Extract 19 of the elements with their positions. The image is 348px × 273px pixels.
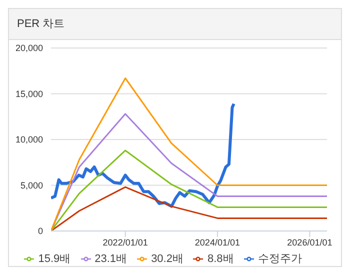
legend-label: 23.1배 xyxy=(94,253,128,265)
legend-label: 15.9배 xyxy=(38,253,71,265)
chart-title: PER 차트 xyxy=(9,9,341,40)
line-series xyxy=(51,77,327,231)
x-tick-label: 2026/01/01 xyxy=(287,237,332,248)
line-series xyxy=(51,102,236,208)
line-series xyxy=(51,150,327,231)
line-series xyxy=(51,186,327,231)
y-tick-label: 10,000 xyxy=(15,134,43,145)
y-tick-label: 5,000 xyxy=(20,180,43,190)
y-tick-label: 20,000 xyxy=(15,43,43,54)
line-series xyxy=(51,113,327,231)
legend-label: 수정주가 xyxy=(258,253,302,265)
x-tick-label: 2022/01/01 xyxy=(102,237,148,248)
y-tick-label: 0 xyxy=(38,226,43,236)
legend-label: 8.8배 xyxy=(207,253,234,265)
legend-label: 30.2배 xyxy=(151,253,184,265)
y-tick-label: 15,000 xyxy=(15,88,43,99)
x-tick-label: 2024/01/01 xyxy=(194,237,240,248)
